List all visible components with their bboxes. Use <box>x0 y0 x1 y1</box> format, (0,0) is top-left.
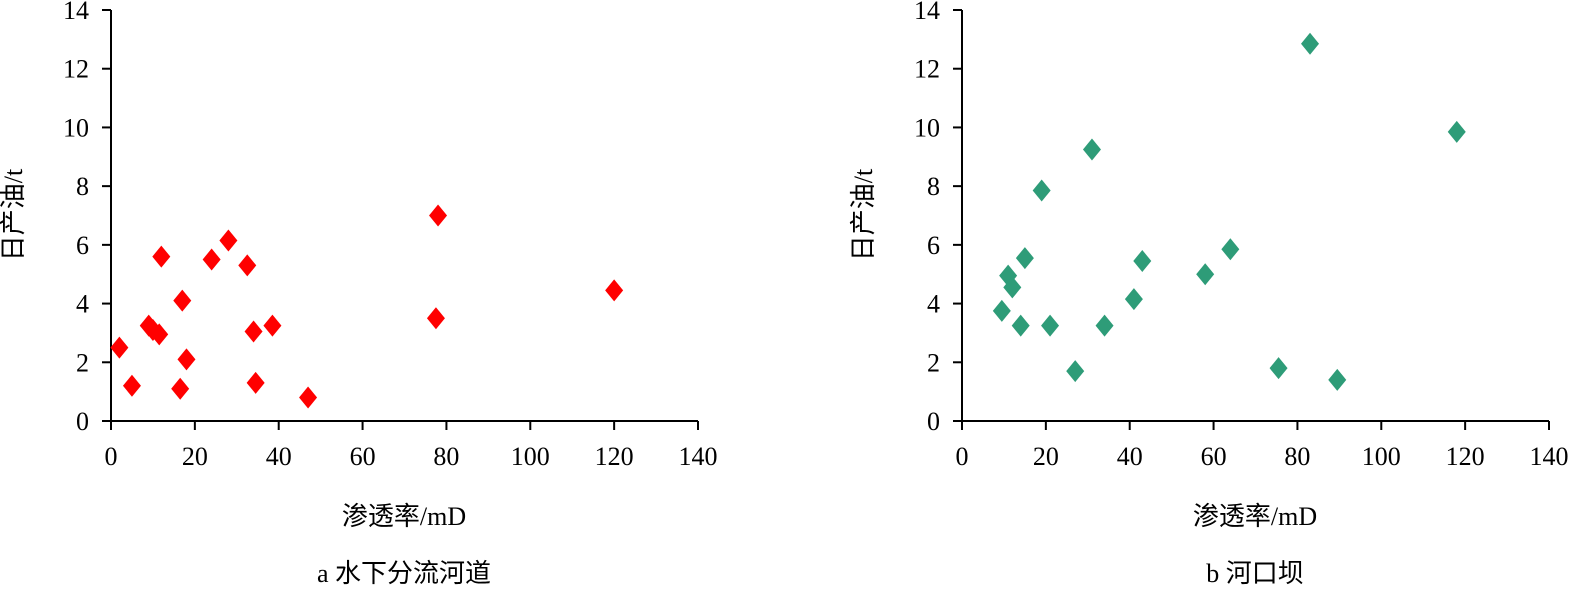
x-tick-label: 20 <box>1033 442 1059 471</box>
y-tick-label: 0 <box>76 407 89 436</box>
data-point-diamond <box>1269 357 1288 380</box>
data-point-diamond <box>238 254 257 277</box>
data-point-diamond <box>1095 314 1114 337</box>
data-point-diamond <box>429 204 448 227</box>
data-point-diamond <box>110 336 129 359</box>
data-point-diamond <box>1066 360 1085 383</box>
x-tick-label: 0 <box>105 442 118 471</box>
y-tick-label: 12 <box>914 55 940 84</box>
y-tick-label: 0 <box>927 407 940 436</box>
data-point-diamond <box>1133 250 1152 273</box>
data-point-diamond <box>244 320 263 343</box>
data-point-diamond <box>1124 288 1143 311</box>
y-tick-label: 6 <box>76 231 89 260</box>
data-point-diamond <box>1003 276 1022 299</box>
data-point-diamond <box>1221 238 1240 261</box>
y-axis-label: 日产油/t <box>0 168 28 261</box>
x-tick-label: 60 <box>350 442 376 471</box>
x-tick-label: 80 <box>1284 442 1310 471</box>
panel-caption: b 河口坝 <box>1206 559 1304 588</box>
data-point-diamond <box>299 386 318 409</box>
data-point-diamond <box>605 279 624 302</box>
y-tick-label: 4 <box>927 290 940 319</box>
data-point-diamond <box>1041 314 1060 337</box>
y-tick-label: 14 <box>914 0 940 25</box>
x-tick-label: 100 <box>1362 442 1401 471</box>
data-points <box>110 204 624 409</box>
data-point-diamond <box>1301 32 1320 55</box>
y-tick-label: 14 <box>63 0 89 25</box>
x-tick-label: 100 <box>511 442 550 471</box>
x-tick-label: 0 <box>956 442 969 471</box>
y-tick-label: 2 <box>76 348 89 377</box>
data-point-diamond <box>1082 138 1101 161</box>
x-tick-label: 20 <box>182 442 208 471</box>
y-tick-label: 8 <box>76 172 89 201</box>
data-point-diamond <box>426 307 445 330</box>
x-tick-label: 120 <box>1446 442 1485 471</box>
y-tick-label: 2 <box>927 348 940 377</box>
data-point-diamond <box>1328 368 1347 391</box>
data-point-diamond <box>1032 179 1051 202</box>
y-tick-label: 10 <box>63 113 89 142</box>
y-tick-label: 10 <box>914 113 940 142</box>
data-point-diamond <box>177 348 196 371</box>
y-tick-label: 4 <box>76 290 89 319</box>
data-point-diamond <box>173 289 192 312</box>
x-axis-label: 渗透率/mD <box>342 502 466 531</box>
data-point-diamond <box>246 371 265 394</box>
x-tick-label: 120 <box>595 442 634 471</box>
x-tick-label: 40 <box>266 442 292 471</box>
data-point-diamond <box>152 245 171 268</box>
data-point-diamond <box>1196 263 1215 286</box>
y-tick-label: 12 <box>63 55 89 84</box>
x-axis-label: 渗透率/mD <box>1193 502 1317 531</box>
data-point-diamond <box>263 314 282 337</box>
y-tick-label: 6 <box>927 231 940 260</box>
data-point-diamond <box>171 377 190 400</box>
data-point-diamond <box>1447 120 1466 143</box>
panel-caption: a 水下分流河道 <box>317 559 491 588</box>
x-tick-label: 60 <box>1201 442 1227 471</box>
y-axis-label: 日产油/t <box>849 168 878 261</box>
x-tick-label: 40 <box>1117 442 1143 471</box>
x-tick-label: 140 <box>1530 442 1569 471</box>
x-tick-label: 140 <box>679 442 718 471</box>
data-point-diamond <box>122 374 141 397</box>
x-tick-label: 80 <box>433 442 459 471</box>
y-tick-label: 8 <box>927 172 940 201</box>
data-points <box>992 32 1466 391</box>
data-point-diamond <box>992 299 1011 322</box>
data-point-diamond <box>150 323 169 346</box>
data-point-diamond <box>219 229 238 252</box>
data-point-diamond <box>202 248 221 271</box>
data-point-diamond <box>1015 247 1034 270</box>
data-point-diamond <box>1011 314 1030 337</box>
